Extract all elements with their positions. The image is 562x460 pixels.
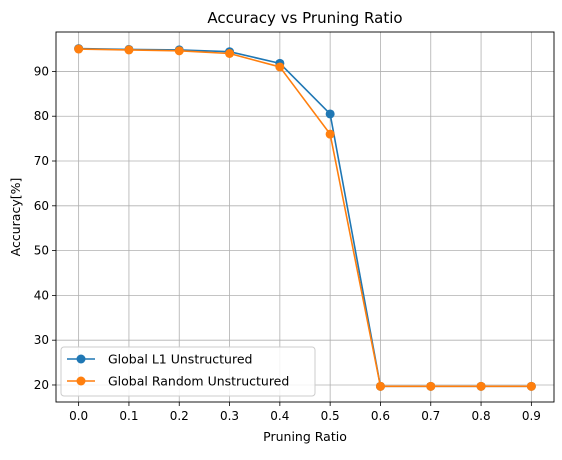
legend-entries: Global L1 Unstructured Global Random Unst…	[67, 352, 289, 389]
series-2-point	[275, 62, 285, 72]
legend: Global L1 Unstructured Global Random Unst…	[60, 346, 316, 397]
legend-series-2-marker	[76, 376, 86, 386]
x-tick-label: 0.2	[170, 409, 189, 423]
series-2-point	[476, 381, 486, 391]
series-layer	[74, 44, 536, 391]
x-tick-label: 0.0	[69, 409, 88, 423]
series-2-point	[174, 46, 184, 56]
x-tick-label: 0.3	[220, 409, 239, 423]
series-2-point	[526, 381, 536, 391]
series-2-point	[124, 45, 134, 55]
legend-box	[60, 346, 316, 397]
y-axis-label: Accuracy[%]	[8, 178, 23, 257]
y-tick-label: 90	[34, 64, 49, 78]
x-tick-label: 0.7	[421, 409, 440, 423]
x-axis-label: Pruning Ratio	[263, 429, 347, 444]
y-tick-label: 40	[34, 288, 49, 302]
x-tick-label: 0.1	[119, 409, 138, 423]
series-2-point	[325, 129, 335, 139]
series-2-point	[225, 49, 235, 59]
series-2-point	[375, 381, 385, 391]
legend-series-1-label: Global L1 Unstructured	[108, 352, 252, 367]
series-2-point	[426, 381, 436, 391]
legend-series-2-label: Global Random Unstructured	[108, 374, 289, 389]
series-2-line	[78, 48, 532, 388]
y-tick-label: 30	[34, 333, 49, 347]
x-axis: 0.0 0.1 0.2 0.3 0.4 0.5 0.6 0.7 0.8 0.9	[69, 402, 541, 423]
x-tick-label: 0.5	[321, 409, 340, 423]
series-1-point	[325, 109, 335, 119]
x-tick-label: 0.4	[270, 409, 289, 423]
y-tick-label: 60	[34, 199, 49, 213]
x-tick-label: 0.9	[522, 409, 541, 423]
plot-frame	[55, 31, 555, 403]
y-tick-label: 70	[34, 154, 49, 168]
legend-series-1-marker	[76, 354, 86, 364]
y-tick-label: 80	[34, 109, 49, 123]
x-tick-label: 0.8	[472, 409, 491, 423]
y-tick-label: 50	[34, 244, 49, 258]
x-tick-label: 0.6	[371, 409, 390, 423]
series-2-point	[74, 44, 84, 54]
y-tick-label: 20	[34, 378, 49, 392]
y-axis: 20 30 40 50 60 70 80 90	[34, 64, 56, 392]
chart-title: Accuracy vs Pruning Ratio	[207, 9, 402, 27]
